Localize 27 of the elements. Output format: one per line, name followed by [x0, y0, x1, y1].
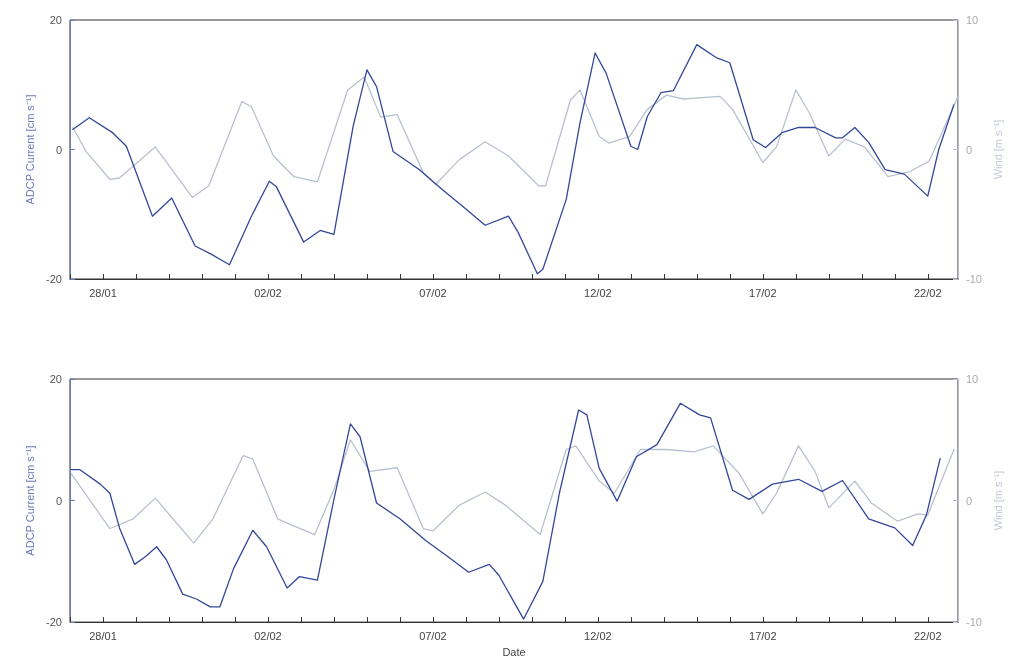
y2-tick-label: -10 — [966, 273, 982, 285]
y-tick-label: 0 — [55, 143, 62, 156]
y2-tick-label: 0 — [966, 143, 973, 156]
x-tick-label: 17/02 — [749, 629, 777, 642]
y2-tick-label: -10 — [966, 616, 982, 629]
x-tick-label: 12/02 — [584, 286, 612, 299]
y-axis-title: ADCP Current [cm s⁻¹] — [23, 445, 36, 556]
y-axis-title: ADCP Current [cm s⁻¹] — [23, 94, 36, 205]
y2-tick-label: 10 — [966, 14, 979, 26]
x-tick-label: 22/02 — [913, 286, 942, 299]
y-tick-label: -20 — [46, 616, 62, 629]
x-tick-label: 28/01 — [89, 629, 117, 642]
y-tick-label: 0 — [55, 494, 62, 507]
y-tick-label: -20 — [46, 273, 62, 285]
x-tick-label: 02/02 — [254, 286, 282, 299]
x-tick-label: 22/02 — [913, 629, 942, 642]
x-tick-label: 12/02 — [584, 629, 612, 642]
y-tick-label: 20 — [49, 373, 62, 385]
y2-tick-label: 0 — [966, 494, 973, 507]
x-tick-label: 07/02 — [419, 286, 447, 299]
x-tick-label: 17/02 — [749, 286, 777, 299]
x-tick-label: 28/01 — [89, 286, 117, 299]
y-tick-label: 20 — [49, 14, 62, 26]
x-axis-title: Date — [502, 645, 526, 658]
x-tick-label: 02/02 — [254, 629, 282, 642]
y2-tick-label: 10 — [966, 373, 979, 385]
x-tick-label: 07/02 — [419, 629, 447, 642]
